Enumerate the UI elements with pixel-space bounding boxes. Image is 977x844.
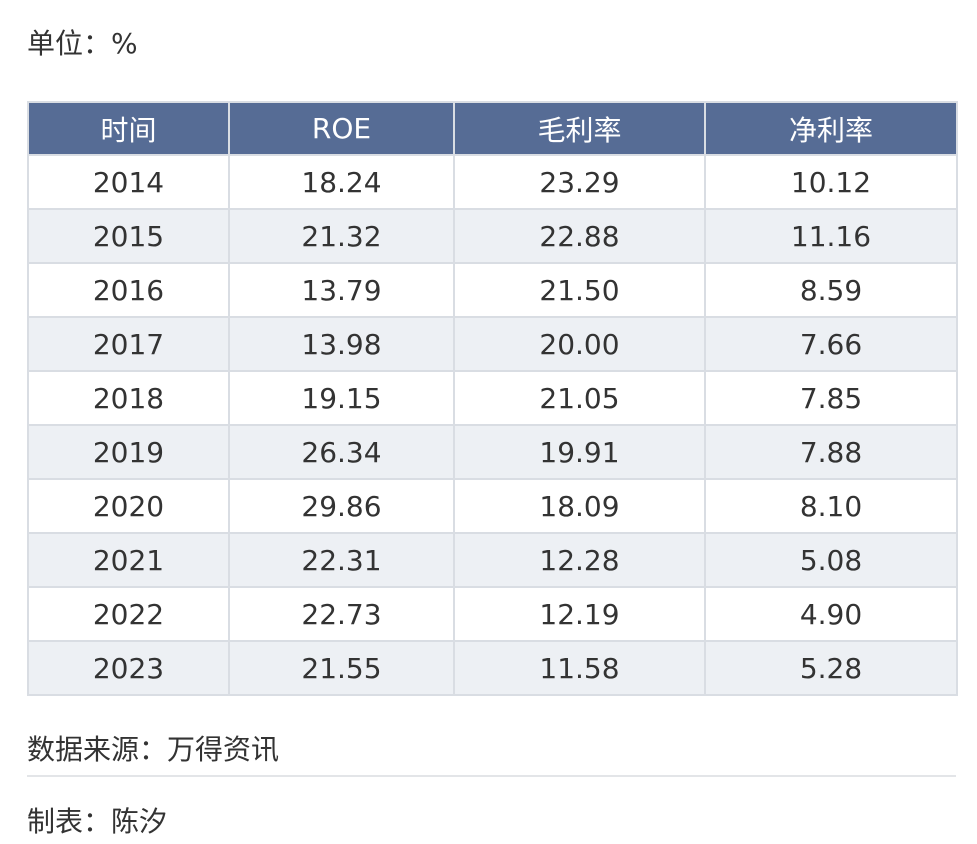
table-maker-note: 制表：陈汐: [27, 805, 168, 838]
cell-net-margin: 5.28: [704, 640, 958, 696]
table-row: 2017 13.98 20.00 7.66: [27, 316, 958, 372]
table-row: 2014 18.24 23.29 10.12: [27, 154, 958, 210]
cell-roe: 19.15: [228, 370, 455, 426]
cell-year: 2015: [27, 208, 230, 264]
cell-roe: 13.79: [228, 262, 455, 318]
divider: [27, 775, 956, 777]
table-row: 2020 29.86 18.09 8.10: [27, 478, 958, 534]
cell-year: 2019: [27, 424, 230, 480]
cell-gross-margin: 19.91: [453, 424, 706, 480]
data-source-note: 数据来源：万得资讯: [27, 733, 280, 766]
cell-net-margin: 8.59: [704, 262, 958, 318]
cell-net-margin: 5.08: [704, 532, 958, 588]
table-row: 2018 19.15 21.05 7.85: [27, 370, 958, 426]
table-body: 2014 18.24 23.29 10.12 2015 21.32 22.88 11.16 20…: [27, 154, 958, 696]
cell-year: 2016: [27, 262, 230, 318]
table-header-row: 时间 ROE 毛利率 净利率: [27, 101, 958, 156]
cell-gross-margin: 21.05: [453, 370, 706, 426]
table-row: 2015 21.32 22.88 11.16: [27, 208, 958, 264]
table-row: 2023 21.55 11.58 5.28: [27, 640, 958, 696]
unit-label: 单位：%: [27, 27, 138, 60]
cell-year: 2018: [27, 370, 230, 426]
cell-gross-margin: 23.29: [453, 154, 706, 210]
cell-roe: 21.32: [228, 208, 455, 264]
cell-roe: 22.73: [228, 586, 455, 642]
cell-roe: 13.98: [228, 316, 455, 372]
table-row: 2022 22.73 12.19 4.90: [27, 586, 958, 642]
table-row: 2019 26.34 19.91 7.88: [27, 424, 958, 480]
cell-year: 2023: [27, 640, 230, 696]
cell-gross-margin: 20.00: [453, 316, 706, 372]
cell-net-margin: 8.10: [704, 478, 958, 534]
cell-roe: 26.34: [228, 424, 455, 480]
cell-net-margin: 7.88: [704, 424, 958, 480]
cell-year: 2017: [27, 316, 230, 372]
cell-net-margin: 11.16: [704, 208, 958, 264]
cell-net-margin: 7.66: [704, 316, 958, 372]
data-table-container: 时间 ROE 毛利率 净利率 2014 18.24 23.29 10.12 2015 21…: [27, 101, 958, 696]
cell-net-margin: 4.90: [704, 586, 958, 642]
cell-gross-margin: 12.28: [453, 532, 706, 588]
header-cell-net-margin: 净利率: [704, 101, 958, 156]
cell-roe: 21.55: [228, 640, 455, 696]
table-row: 2021 22.31 12.28 5.08: [27, 532, 958, 588]
cell-net-margin: 10.12: [704, 154, 958, 210]
cell-gross-margin: 18.09: [453, 478, 706, 534]
financial-ratio-table: 时间 ROE 毛利率 净利率 2014 18.24 23.29 10.12 2015 21…: [27, 101, 958, 696]
table-row: 2016 13.79 21.50 8.59: [27, 262, 958, 318]
cell-gross-margin: 11.58: [453, 640, 706, 696]
cell-net-margin: 7.85: [704, 370, 958, 426]
cell-roe: 18.24: [228, 154, 455, 210]
cell-roe: 22.31: [228, 532, 455, 588]
header-cell-gross-margin: 毛利率: [453, 101, 706, 156]
cell-year: 2022: [27, 586, 230, 642]
cell-year: 2014: [27, 154, 230, 210]
header-cell-time: 时间: [27, 101, 230, 156]
header-cell-roe: ROE: [228, 101, 455, 156]
cell-gross-margin: 12.19: [453, 586, 706, 642]
cell-gross-margin: 21.50: [453, 262, 706, 318]
cell-year: 2020: [27, 478, 230, 534]
cell-gross-margin: 22.88: [453, 208, 706, 264]
cell-year: 2021: [27, 532, 230, 588]
cell-roe: 29.86: [228, 478, 455, 534]
